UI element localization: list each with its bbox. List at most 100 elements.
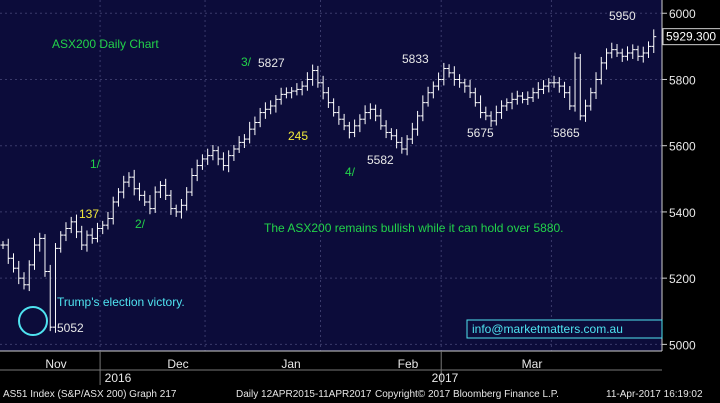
ohlc-bar [640,46,646,63]
y-tick-label: 5400 [669,206,696,220]
ohlc-bar [37,232,43,252]
ohlc-bar [651,29,657,53]
ohlc-bar [425,86,431,107]
ohlc-bar [646,41,652,58]
annotation-wave: 2/ [135,217,146,231]
ohlc-bar [58,231,64,253]
ohlc-bar [299,81,305,96]
ohlc-bar [310,64,316,86]
footer-range: Daily 12APR2015-11APR2017 [236,389,372,400]
annotation-count: 137 [79,207,99,221]
ohlc-bar [63,222,69,242]
y-tick-label: 5800 [669,73,696,87]
annotation-wave: 4/ [345,165,356,179]
annotation-wave: 3/ [241,55,252,69]
ohlc-bar [394,129,400,149]
ohlc-bar [142,190,148,206]
ohlc-bar [541,80,547,95]
x-tick-label: Nov [45,357,66,371]
ohlc-bar [100,220,106,235]
x-tick-label: Feb [398,357,419,371]
ohlc-bar [189,168,195,197]
ohlc-bar [357,114,363,133]
ohlc-bar [231,145,237,161]
ohlc-bar [79,225,85,251]
ohlc-bar [619,48,625,62]
ohlc-bar [252,116,258,136]
ohlc-bar [173,204,179,217]
ohlc-bar [105,211,111,230]
ohlc-bar [194,159,200,182]
x-tick-label: Dec [167,357,188,371]
ohlc-bar [404,135,410,156]
ohlc-bar [399,137,405,154]
ohlc-bar [16,260,22,285]
ohlc-bar [635,45,641,61]
footer-bar: AS51 Index (S&P/ASX 200) Graph 217 Daily… [0,385,720,403]
ohlc-bar [373,104,379,122]
ohlc-bar [388,128,394,141]
ohlc-bar [247,121,253,144]
ohlc-bar [546,78,552,93]
ohlc-bar [509,92,515,110]
ohlc-bar [184,187,190,211]
ohlc-bar [325,87,331,108]
year-label: 2016 [105,371,132,385]
ohlc-bar [126,172,132,188]
ohlc-bar [131,169,137,196]
ohlc-bar [341,113,347,131]
election-note: Trump's election victory. [57,295,185,309]
ohlc-bar [0,241,6,250]
ohlc-bar [609,42,615,59]
x-axis: Nov Dec Jan Feb Mar 2016 2017 [0,350,662,385]
annotation-count: 245 [288,129,308,143]
y-tick-label: 5600 [669,140,696,154]
ohlc-bar [520,92,526,104]
ohlc-bar [21,272,27,290]
ohlc-bar [630,44,636,59]
ohlc-bar [478,95,484,119]
ohlc-bar [178,199,184,219]
ohlc-bar [483,106,489,121]
ohlc-bar [320,75,326,100]
ohlc-bar [451,66,457,86]
ohlc-bar [42,234,48,277]
ohlc-bar [73,214,79,239]
y-axis: 5000 5200 5400 5600 5800 6000 5929.300 [661,0,720,352]
annotation-price: 5865 [553,126,580,140]
website-link[interactable]: info@marketmatters.com.au [472,322,623,336]
ohlc-bar [567,86,573,110]
footer-index: AS51 Index (S&P/ASX 200) Graph 217 [3,389,177,400]
ohlc-bar [362,105,368,125]
ohlc-bar [556,77,562,93]
ohlc-bar [614,44,620,57]
ohlc-bar [488,111,494,127]
ohlc-bar [562,81,568,99]
ohlc-bar [535,82,541,99]
ohlc-bar [205,148,211,165]
ohlc-bar [47,264,53,332]
ohlc-bar [441,62,447,86]
ohlc-bar [278,87,284,105]
annotation-price: 5675 [467,126,494,140]
ohlc-bar [152,186,158,213]
last-price-box [662,28,720,46]
annotation-price: 5833 [402,52,429,66]
y-tick-label: 5200 [669,272,696,286]
ohlc-bar [215,146,221,166]
annotation-price: 5582 [367,153,394,167]
ohlc-bar [115,188,121,207]
ohlc-bar [89,228,95,244]
ohlc-bar [525,91,531,105]
ohlc-bar [241,134,247,149]
ohlc-bar [294,83,300,96]
grid-lines [0,0,662,351]
ohlc-bar [257,107,263,128]
footer-timestamp: 11-Apr-2017 16:19:02 [606,389,703,400]
annotation-price: 5950 [609,9,636,23]
commentary-text: The ASX200 remains bullish while it can … [264,221,564,235]
ohlc-bar [121,175,127,199]
ohlc-bar [110,196,116,225]
last-price-label: 5929.300 [666,30,716,44]
ohlc-bar [10,253,16,273]
